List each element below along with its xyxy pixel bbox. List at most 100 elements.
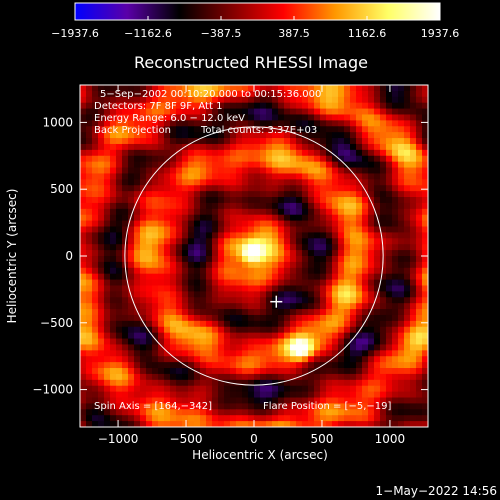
heatmap-cell xyxy=(200,244,207,251)
heatmap-cell xyxy=(146,149,153,157)
heatmap-cell xyxy=(374,350,381,357)
heatmap-cell xyxy=(110,108,117,115)
heatmap-cell xyxy=(134,403,141,410)
heatmap-cell xyxy=(236,191,243,198)
heatmap-cell xyxy=(128,409,135,416)
heatmap-cell xyxy=(236,138,243,145)
heatmap-cell xyxy=(254,202,261,210)
heatmap-cell xyxy=(296,185,303,192)
heatmap-cell xyxy=(416,326,423,334)
heatmap-cell xyxy=(158,179,165,186)
heatmap-cell xyxy=(236,220,243,227)
heatmap-cell xyxy=(116,138,123,145)
heatmap-cell xyxy=(230,85,237,92)
heatmap-cell xyxy=(110,208,117,216)
heatmap-cell xyxy=(242,155,249,163)
heatmap-cell xyxy=(134,108,141,115)
heatmap-cell xyxy=(296,379,303,387)
heatmap-cell xyxy=(200,267,207,275)
heatmap-cell xyxy=(200,344,207,351)
heatmap-cell xyxy=(296,250,303,257)
heatmap-cell xyxy=(290,232,297,239)
heatmap-cell xyxy=(386,421,393,427)
heatmap-cell xyxy=(314,397,321,404)
heatmap-cell xyxy=(230,291,237,298)
heatmap-cell xyxy=(320,373,327,381)
heatmap-cell xyxy=(224,403,231,410)
heatmap-cell xyxy=(200,138,207,145)
heatmap-cell xyxy=(302,90,309,98)
heatmap-cell xyxy=(128,379,135,387)
heatmap-cell xyxy=(410,409,417,416)
heatmap-cell xyxy=(170,409,177,416)
heatmap-cell xyxy=(104,138,111,145)
heatmap-cell xyxy=(260,191,267,198)
heatmap-cell xyxy=(284,96,291,104)
heatmap-cell xyxy=(194,309,201,316)
heatmap-cell xyxy=(224,202,231,210)
heatmap-cell xyxy=(290,303,297,310)
heatmap-cell xyxy=(92,362,99,369)
heatmap-cell xyxy=(398,303,405,310)
heatmap-cell xyxy=(362,120,369,127)
heatmap-cell xyxy=(230,149,237,157)
heatmap-cell xyxy=(92,385,99,393)
heatmap-cell xyxy=(326,314,333,322)
heatmap-cell xyxy=(164,214,171,222)
heatmap-cell xyxy=(188,85,195,92)
heatmap-cell xyxy=(302,303,309,310)
heatmap-cell xyxy=(140,167,147,174)
heatmap-cell xyxy=(410,238,417,245)
heatmap-cell xyxy=(296,244,303,251)
heatmap-cell xyxy=(236,214,243,222)
heatmap-cell xyxy=(368,120,375,127)
heatmap-cell xyxy=(140,338,147,345)
heatmap-cell xyxy=(224,350,231,357)
heatmap-cell xyxy=(284,291,291,298)
heatmap-cell xyxy=(416,421,423,427)
heatmap-cell xyxy=(164,256,171,263)
heatmap-cell xyxy=(128,85,135,92)
heatmap-cell xyxy=(122,368,129,375)
heatmap-cell xyxy=(170,114,177,121)
heatmap-cell xyxy=(164,96,171,104)
heatmap-cell xyxy=(236,250,243,257)
heatmap-cell xyxy=(296,114,303,121)
heatmap-cell xyxy=(176,167,183,174)
heatmap-cell xyxy=(248,85,255,92)
heatmap-cell xyxy=(302,309,309,316)
heatmap-cell xyxy=(248,261,255,269)
heatmap-cell xyxy=(110,161,117,168)
heatmap-cell xyxy=(308,173,315,180)
heatmap-cell xyxy=(260,350,267,357)
heatmap-cell xyxy=(344,356,351,363)
heatmap-cell xyxy=(158,197,165,204)
heatmap-cell xyxy=(224,167,231,174)
heatmap-cell xyxy=(152,373,159,381)
heatmap-cell xyxy=(122,344,129,351)
heatmap-cell xyxy=(362,409,369,416)
heatmap-cell xyxy=(224,220,231,227)
heatmap-cell xyxy=(368,385,375,393)
heatmap-cell xyxy=(278,368,285,375)
heatmap-cell xyxy=(380,232,387,239)
heatmap-cell xyxy=(176,155,183,163)
heatmap-cell xyxy=(98,250,105,257)
heatmap-cell xyxy=(188,126,195,133)
heatmap-cell xyxy=(182,320,189,328)
heatmap-cell xyxy=(230,173,237,180)
heatmap-cell xyxy=(398,279,405,286)
heatmap-cell xyxy=(320,126,327,133)
heatmap-cell xyxy=(386,332,393,339)
heatmap-cell xyxy=(230,403,237,410)
heatmap-cell xyxy=(290,256,297,263)
heatmap-cell xyxy=(314,108,321,115)
heatmap-cell xyxy=(230,191,237,198)
heatmap-cell xyxy=(128,338,135,345)
heatmap-cell xyxy=(248,291,255,298)
heatmap-cell xyxy=(188,368,195,375)
heatmap-cell xyxy=(308,108,315,115)
heatmap-cell xyxy=(338,244,345,251)
heatmap-cell xyxy=(314,191,321,198)
heatmap-cell xyxy=(416,155,423,163)
